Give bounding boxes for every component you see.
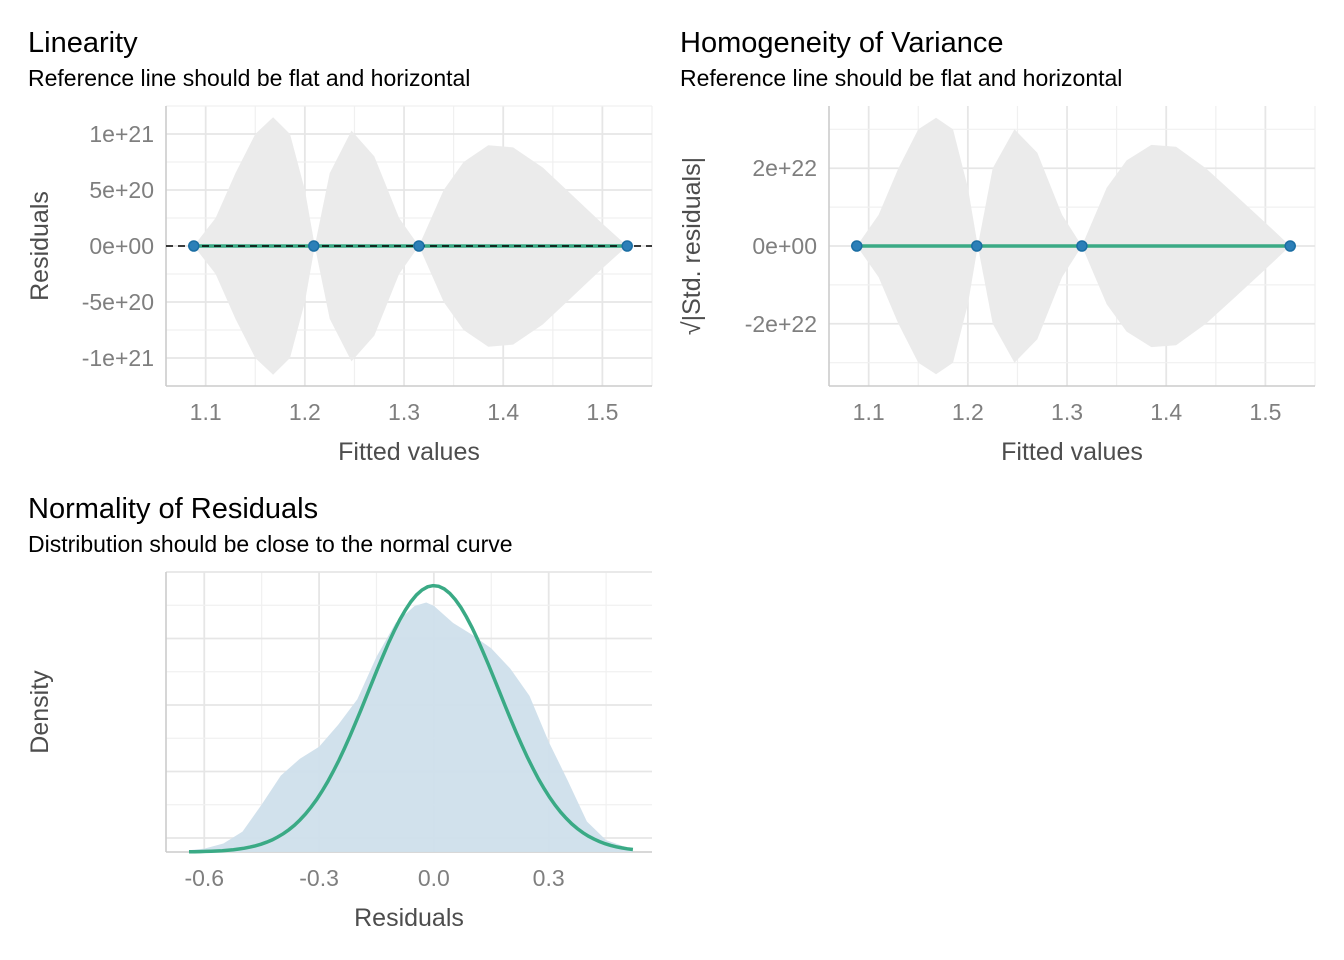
x-tick-label: 1.3 [388,399,420,425]
x-tick-label: 1.2 [952,399,984,425]
data-point [971,240,983,252]
x-tick-label: 0.3 [533,865,565,891]
data-point [851,240,863,252]
y-tick-label: 0e+00 [752,233,817,259]
normal-curve [188,583,634,854]
y-tick-label: 0e+00 [89,233,154,259]
panel-title: Normality of Residuals [28,493,318,525]
x-tick-label: 1.4 [1150,399,1182,425]
x-axis-title: Fitted values [338,438,480,466]
x-tick-label: 0.0 [418,865,450,891]
y-axis-title: √|Std. residuals| [678,157,706,335]
y-axis-title-text: Residuals [26,191,54,301]
x-tick-label: 1.2 [289,399,321,425]
x-tick-label: 1.3 [1051,399,1083,425]
y-axis-title-text: Density [26,670,54,754]
data-point [1284,240,1296,252]
data-point [1076,240,1088,252]
y-axis-title: Density [26,670,54,754]
y-tick-label: 5e+20 [89,177,154,203]
panel-subtitle: Reference line should be flat and horizo… [680,65,1122,91]
panel-3: Normality of Residuals Distribution shoul… [26,493,652,932]
y-tick-label: 1e+21 [89,121,154,147]
x-axis-title: Fitted values [1001,438,1143,466]
y-tick-label: -2e+22 [745,311,817,337]
panel-title: Homogeneity of Variance [680,27,1003,59]
panel-subtitle: Distribution should be close to the norm… [28,531,513,557]
data-point [308,240,320,252]
x-tick-label: 1.5 [586,399,618,425]
x-axis-title: Residuals [354,904,464,932]
x-tick-label: -0.6 [184,865,224,891]
y-tick-label: -1e+21 [82,345,154,371]
y-axis-title-text: |Std. residuals| [678,157,706,321]
y-tick-label: 2e+22 [752,155,817,181]
data-point [621,240,633,252]
panel-2: Homogeneity of Variance Reference line sh… [678,27,1316,466]
residual-density-area [188,602,633,852]
x-tick-label: 1.1 [190,399,222,425]
x-tick-label: -0.3 [299,865,339,891]
panel-1: Linearity Reference line should be flat a… [26,27,653,466]
panel-title: Linearity [28,27,138,59]
panel-subtitle: Reference line should be flat and horizo… [28,65,470,91]
y-axis-title: Residuals [26,191,54,301]
y-tick-label: -5e+20 [82,289,154,315]
y-axis-title-radical: √ [678,321,706,335]
x-tick-label: 1.4 [487,399,519,425]
x-tick-label: 1.5 [1249,399,1281,425]
x-tick-label: 1.1 [853,399,885,425]
data-point [413,240,425,252]
data-point [188,240,200,252]
